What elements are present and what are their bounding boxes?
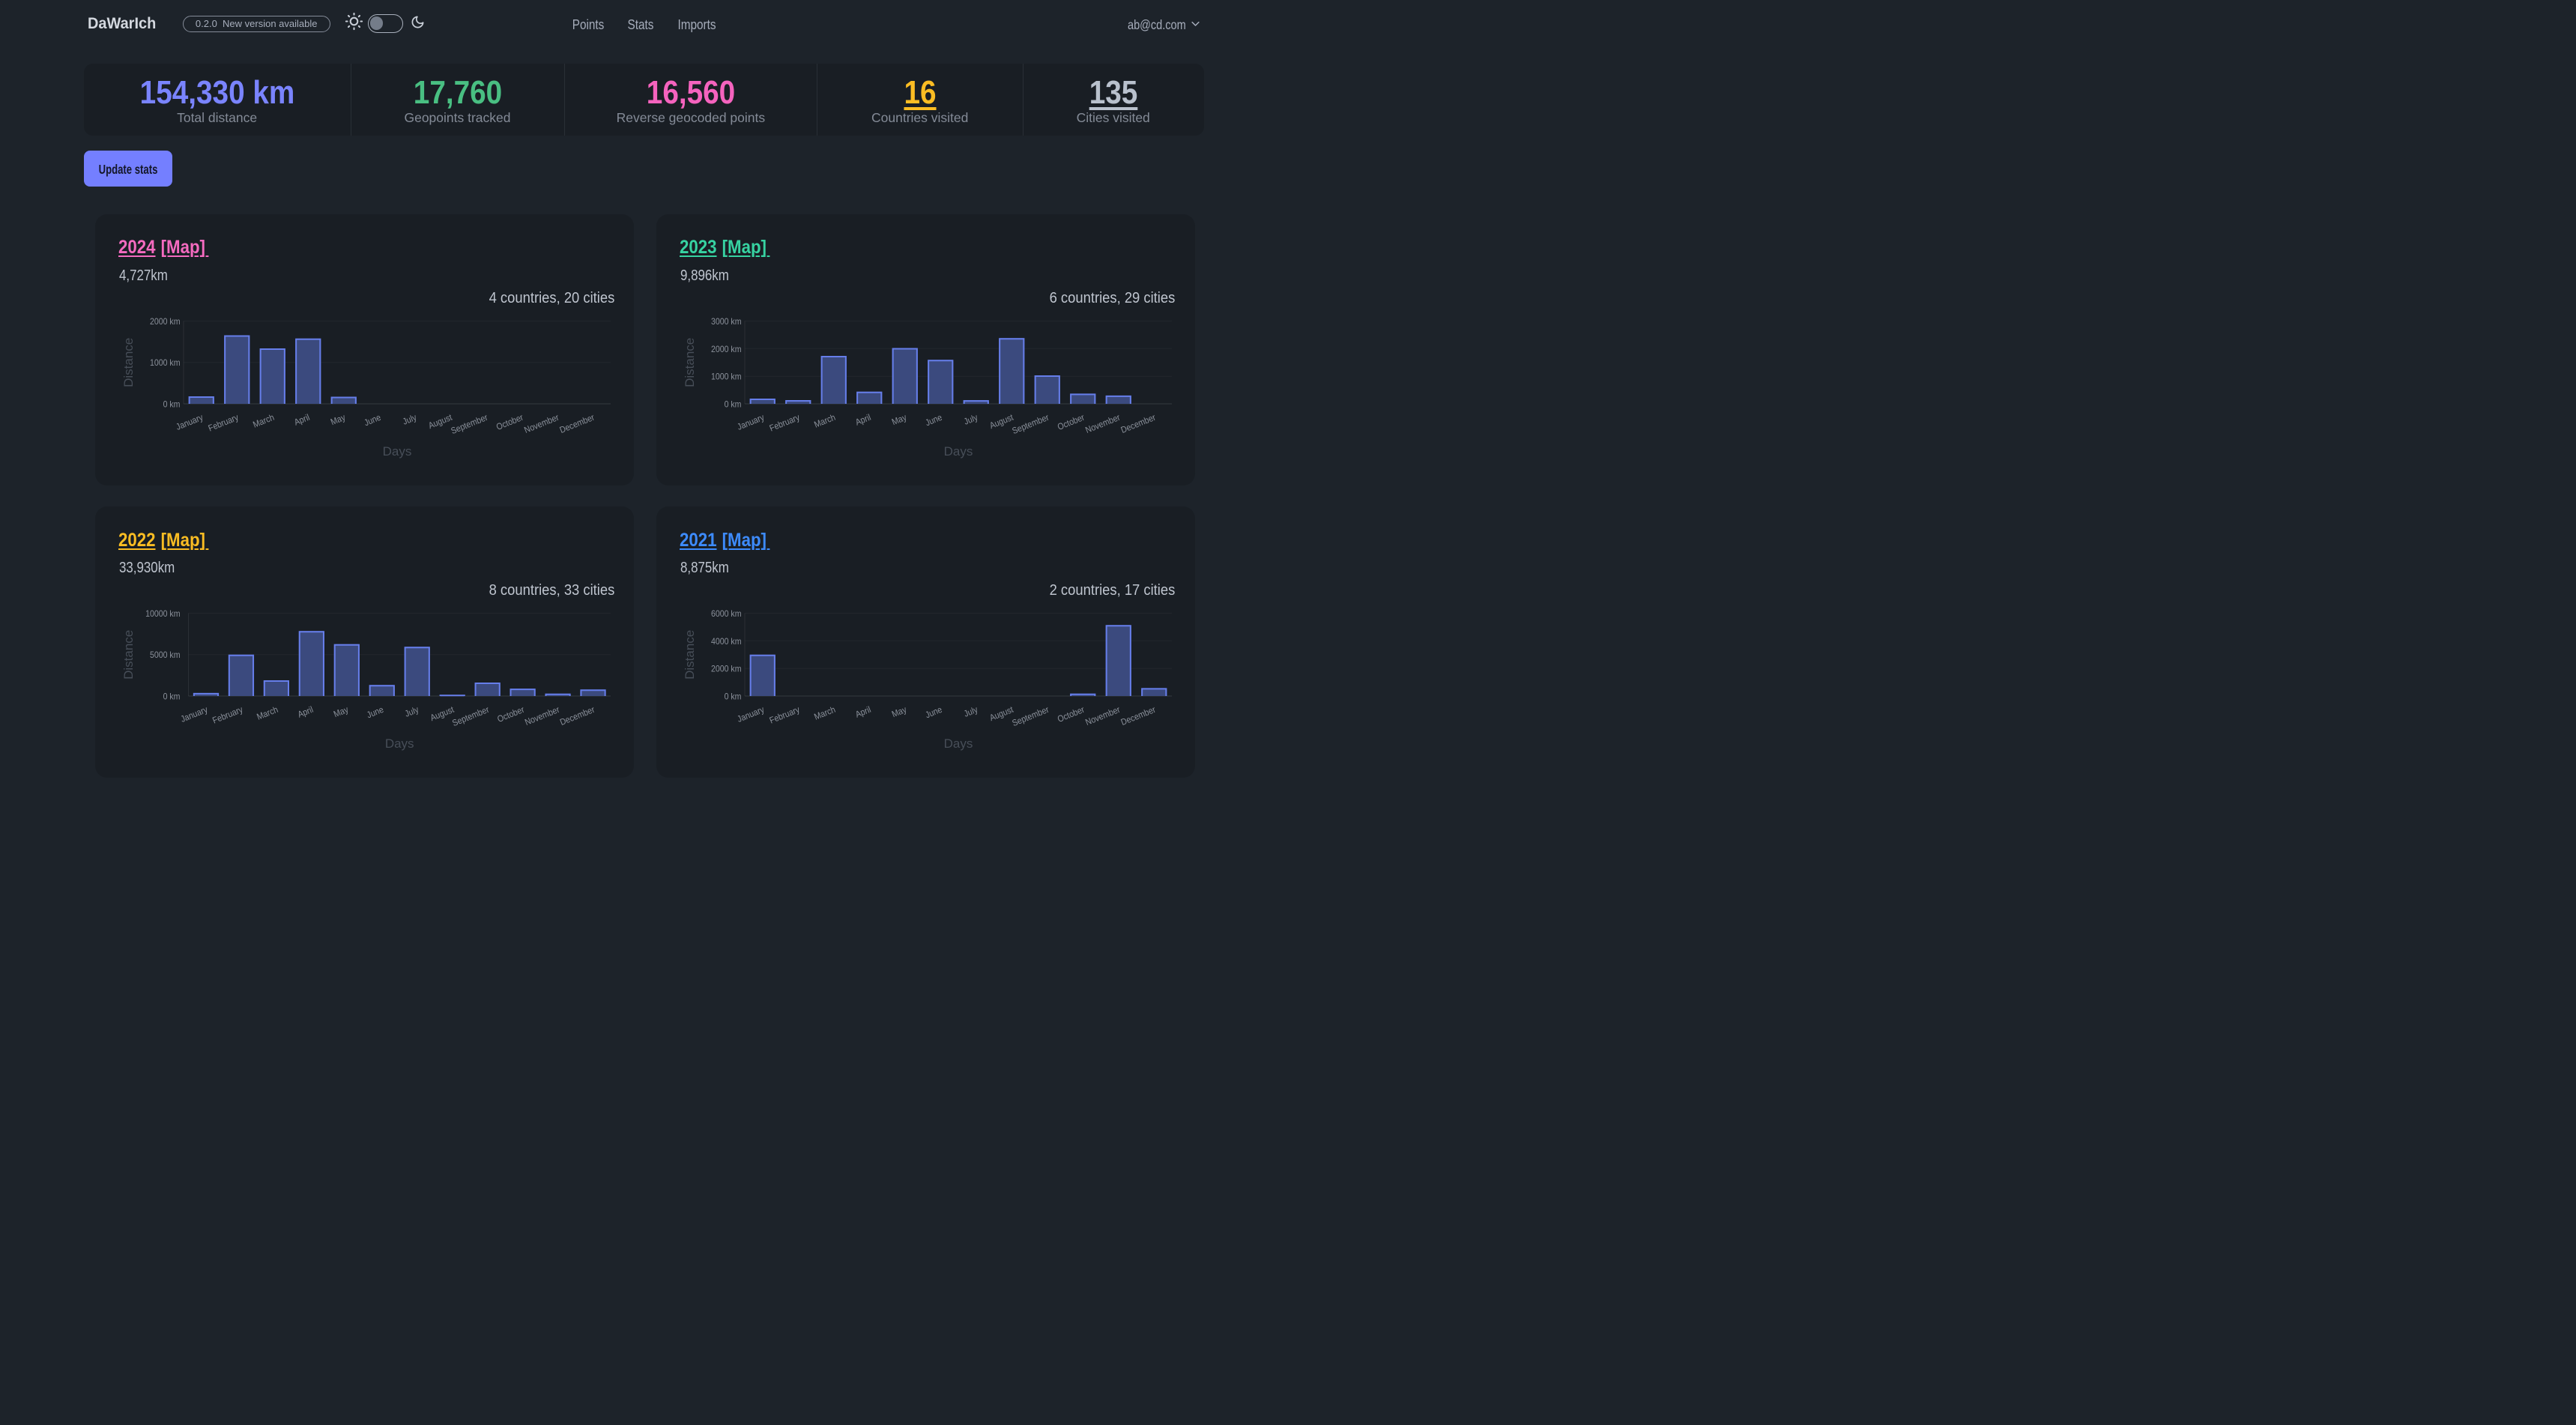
svg-text:January: January [175,412,205,432]
svg-text:4000 km: 4000 km [711,636,742,647]
svg-text:May: May [329,412,347,427]
svg-text:2000 km: 2000 km [711,664,742,674]
svg-text:Distance: Distance [683,338,697,387]
svg-text:January: January [179,704,209,724]
svg-text:0 km: 0 km [724,399,741,409]
svg-text:Days: Days [943,444,973,459]
svg-text:February: February [211,704,244,726]
svg-text:December: December [559,704,596,727]
svg-text:Distance: Distance [121,338,136,387]
svg-text:3000 km: 3000 km [711,316,742,327]
svg-text:February: February [768,704,801,726]
svg-text:June: June [366,704,386,721]
svg-text:July: July [962,412,979,427]
svg-text:June: June [924,704,944,721]
svg-text:November: November [523,412,560,435]
svg-text:October: October [1056,704,1086,724]
svg-text:Distance: Distance [121,630,136,680]
svg-text:May: May [890,412,908,427]
svg-text:January: January [736,704,766,724]
svg-text:June: June [363,411,383,428]
svg-text:April: April [297,704,315,720]
svg-text:0 km: 0 km [163,692,181,702]
svg-text:October: October [495,412,525,432]
svg-text:November: November [1083,412,1121,435]
svg-text:September: September [1010,704,1050,728]
svg-text:10000 km: 10000 km [145,608,180,619]
svg-text:March: March [812,412,836,430]
svg-text:April: April [853,704,872,720]
svg-text:October: October [1056,412,1086,432]
svg-text:Distance: Distance [683,630,697,680]
svg-text:April: April [293,412,312,428]
svg-text:May: May [890,704,908,719]
svg-text:March: March [252,412,276,430]
svg-text:December: December [558,412,596,435]
svg-text:2000 km: 2000 km [711,344,742,354]
svg-text:1000 km: 1000 km [711,371,742,381]
svg-text:February: February [207,412,240,434]
svg-text:March: March [812,704,836,722]
svg-text:1000 km: 1000 km [150,357,181,368]
svg-text:June: June [924,411,944,428]
svg-text:0 km: 0 km [724,692,741,702]
svg-text:November: November [524,704,561,727]
svg-text:September: September [451,704,491,728]
svg-text:Days: Days [383,444,412,459]
svg-text:March: March [256,704,279,722]
svg-text:December: December [1119,412,1157,435]
svg-text:February: February [768,412,801,434]
svg-text:September: September [1010,412,1050,436]
svg-text:November: November [1083,704,1121,727]
svg-text:April: April [853,412,872,428]
svg-text:July: July [402,412,419,427]
svg-text:December: December [1119,704,1157,727]
svg-text:October: October [496,704,526,724]
svg-text:Days: Days [943,736,973,751]
svg-text:May: May [332,704,350,719]
svg-text:Days: Days [385,736,414,751]
svg-text:January: January [736,412,766,432]
svg-text:July: July [403,704,420,719]
svg-text:5000 km: 5000 km [150,650,181,660]
svg-text:September: September [450,412,489,436]
svg-text:2000 km: 2000 km [150,316,181,327]
svg-text:July: July [962,704,979,719]
svg-text:6000 km: 6000 km [711,608,742,619]
svg-text:0 km: 0 km [163,399,181,409]
